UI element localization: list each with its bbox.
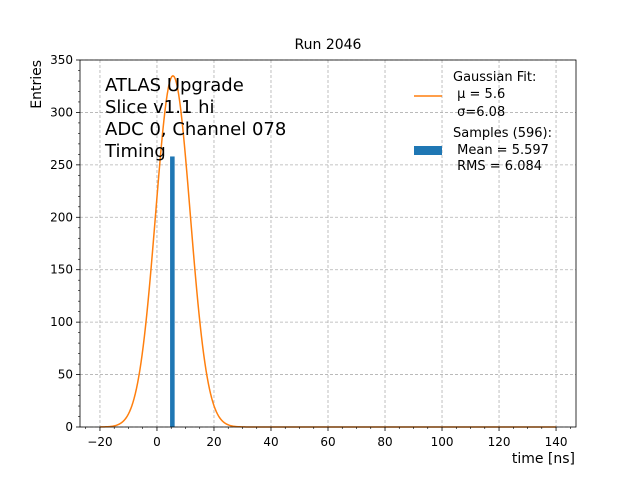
x-tick-label: 0 xyxy=(153,435,161,449)
info-line-experiment: ATLAS Upgrade xyxy=(105,75,244,96)
info-line-measurement: Timing xyxy=(104,141,166,162)
y-tick-label: 300 xyxy=(50,105,73,119)
y-tick-label: 100 xyxy=(50,315,73,329)
y-tick-label: 0 xyxy=(65,420,73,434)
y-tick-label: 350 xyxy=(50,53,73,67)
info-line-adc-channel: ADC 0, Channel 078 xyxy=(105,119,286,140)
histogram-bars xyxy=(170,156,175,427)
histogram-bar xyxy=(170,156,175,427)
x-tick-label: −20 xyxy=(87,435,112,449)
legend-fit-sigma: σ=6.08 xyxy=(453,105,505,120)
legend: Gaussian Fit: μ = 5.6 σ=6.08 Samples (59… xyxy=(414,70,552,174)
x-axis-ticks: −20 0 20 40 60 80 100 120 140 xyxy=(85,427,571,449)
info-text-block: ATLAS Upgrade Slice v1.1 hi ADC 0, Chann… xyxy=(104,75,286,162)
x-tick-label: 20 xyxy=(206,435,221,449)
legend-fit-title: Gaussian Fit: xyxy=(453,70,536,85)
legend-fit-mu: μ = 5.6 xyxy=(453,87,505,102)
x-tick-label: 120 xyxy=(488,435,511,449)
chart-title: Run 2046 xyxy=(295,37,362,53)
x-axis-label: time [ns] xyxy=(512,451,575,467)
x-tick-label: 40 xyxy=(263,435,278,449)
legend-samples-title: Samples (596): xyxy=(453,126,552,141)
y-tick-label: 200 xyxy=(50,210,73,224)
y-tick-label: 250 xyxy=(50,158,73,172)
x-tick-label: 140 xyxy=(545,435,568,449)
x-tick-label: 60 xyxy=(320,435,335,449)
legend-samples-rms: RMS = 6.084 xyxy=(453,159,542,174)
info-line-slice: Slice v1.1 hi xyxy=(105,97,215,118)
y-axis-ticks: 0 50 100 150 200 250 300 350 xyxy=(50,53,80,434)
y-axis-label: Entries xyxy=(29,60,45,109)
legend-samples-mean: Mean = 5.597 xyxy=(453,143,549,158)
y-tick-label: 50 xyxy=(58,368,73,382)
legend-samples-swatch xyxy=(414,146,442,155)
y-tick-label: 150 xyxy=(50,263,73,277)
x-tick-label: 100 xyxy=(431,435,454,449)
x-tick-label: 80 xyxy=(377,435,392,449)
